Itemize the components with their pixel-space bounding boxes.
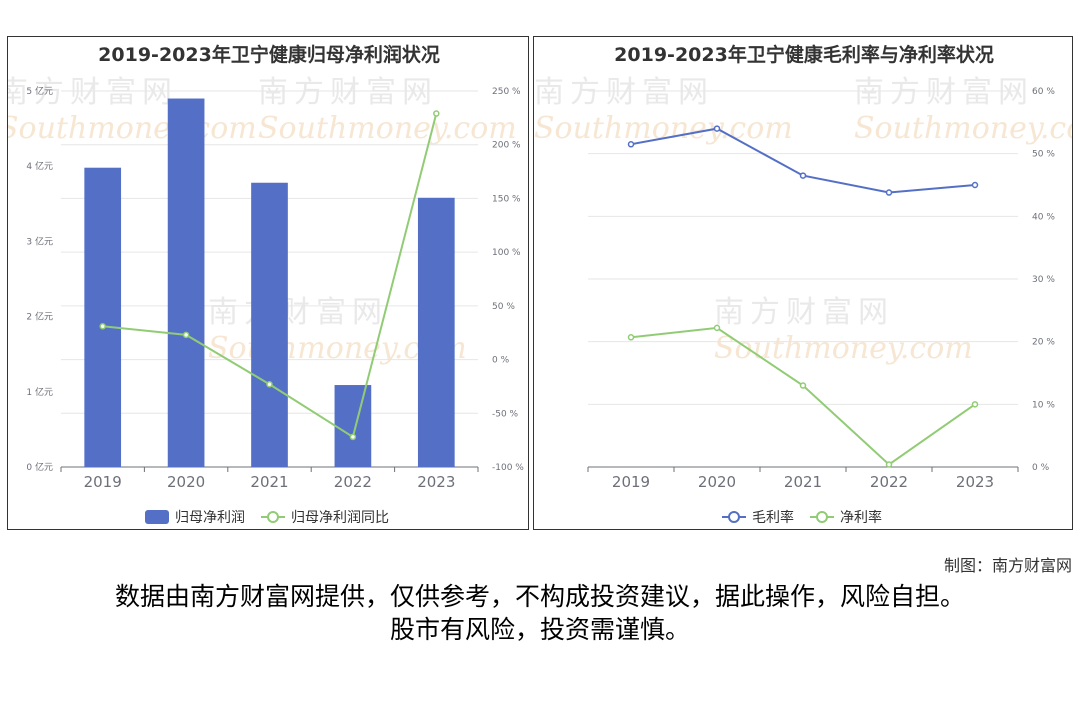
x-tick-label: 2020: [698, 473, 736, 491]
disclaimer-line-2: 股市有风险，投资需谨慎。: [389, 615, 690, 644]
disclaimer-line-1: 数据由南方财富网提供，仅供参考，不构成投资建议，据此操作，风险自担。: [114, 582, 965, 611]
x-tick-label: 2023: [417, 473, 455, 491]
bar: [167, 98, 205, 467]
y-right-tick-label: -100 %: [492, 463, 524, 473]
y-right-tick-label: 40 %: [1032, 212, 1055, 222]
legend-marker: [728, 511, 740, 523]
line-point: [433, 110, 440, 117]
y-right-tick-label: 10 %: [1032, 400, 1055, 410]
y-right-tick-label: 50 %: [492, 302, 515, 312]
line-point: [349, 433, 357, 441]
chart-credit: 制图：南方财富网: [943, 556, 1072, 575]
bar: [251, 182, 288, 467]
y-right-tick-label: 150 %: [492, 194, 521, 204]
y-right-tick-label: 200 %: [492, 141, 521, 151]
series-line: [630, 127, 976, 194]
line-point: [99, 323, 106, 330]
line-point: [266, 381, 273, 388]
x-tick-label: 2020: [167, 473, 205, 491]
line-point: [885, 461, 893, 468]
margin-chart: 2019-2023年卫宁健康毛利率与净利率状况 0 % 10 % 20 % 30 % 40…: [587, 43, 1055, 526]
legend-item: 归母净利润同比: [261, 509, 389, 526]
line-point: [885, 189, 893, 196]
line-point: [182, 331, 190, 339]
y-right-tick-label: 100 %: [492, 248, 521, 258]
y-right-tick-label: 30 %: [1032, 275, 1055, 285]
line-point: [713, 125, 721, 132]
x-tick-label: 2021: [250, 473, 288, 491]
x-tick-label: 2019: [84, 473, 122, 491]
y-right-tick-label: 60 %: [1032, 87, 1055, 97]
x-tick-label: 2023: [956, 473, 994, 491]
legend-label: 毛利率: [752, 509, 794, 526]
y-right-tick-label: 0 %: [492, 356, 510, 366]
x-tick-label: 2022: [870, 473, 908, 491]
y-left-tick-label: 5 亿元: [26, 85, 53, 97]
line-point: [971, 401, 979, 408]
y-right-tick-label: 0 %: [1032, 463, 1050, 473]
y-right-tick-label: 250 %: [492, 87, 521, 97]
legend-label: 净利率: [840, 509, 882, 526]
bar: [84, 167, 122, 468]
y-left-tick-label: 0 亿元: [26, 461, 53, 473]
legend-label: 归母净利润: [175, 509, 245, 526]
legend-swatch: [145, 510, 169, 524]
legend-marker: [267, 511, 279, 523]
x-tick-label: 2021: [784, 473, 822, 491]
chart-title: 2019-2023年卫宁健康毛利率与净利率状况: [614, 43, 994, 66]
legend-label: 归母净利润同比: [291, 509, 389, 526]
line-point: [799, 382, 807, 389]
series-line: [630, 326, 976, 466]
y-left-tick-label: 2 亿元: [26, 311, 53, 323]
legend-item: 毛利率: [722, 509, 794, 526]
net-profit-chart: 2019-2023年卫宁健康归母净利润状况 -100 % -50 % 0 % 50 % 1…: [26, 43, 524, 526]
x-tick-label: 2019: [612, 473, 650, 491]
legend-marker: [816, 511, 828, 523]
net-profit-chart-panel: 南方财富网 Southmoney.com 南方财富网 Southmoney.com …: [7, 36, 529, 530]
chart-title: 2019-2023年卫宁健康归母净利润状况: [98, 43, 440, 66]
bar: [334, 385, 372, 467]
line-point: [627, 141, 635, 148]
disclaimer: 数据由南方财富网提供，仅供参考，不构成投资建议，据此操作，风险自担。 股市有风险…: [0, 580, 1080, 646]
x-tick-label: 2022: [334, 473, 372, 491]
y-right-tick-label: -50 %: [492, 409, 519, 419]
y-left-tick-label: 4 亿元: [26, 160, 53, 172]
y-right-tick-label: 50 %: [1032, 150, 1055, 160]
y-left-tick-label: 1 亿元: [26, 386, 53, 398]
line-point: [627, 334, 635, 341]
legend-item: 净利率: [810, 509, 882, 526]
line-point: [799, 172, 807, 179]
y-left-tick-label: 3 亿元: [26, 235, 53, 247]
line-point: [971, 181, 979, 189]
legend-item: 归母净利润: [145, 509, 245, 526]
bar: [417, 197, 455, 467]
y-right-tick-label: 20 %: [1032, 338, 1055, 348]
line-point: [713, 324, 721, 332]
